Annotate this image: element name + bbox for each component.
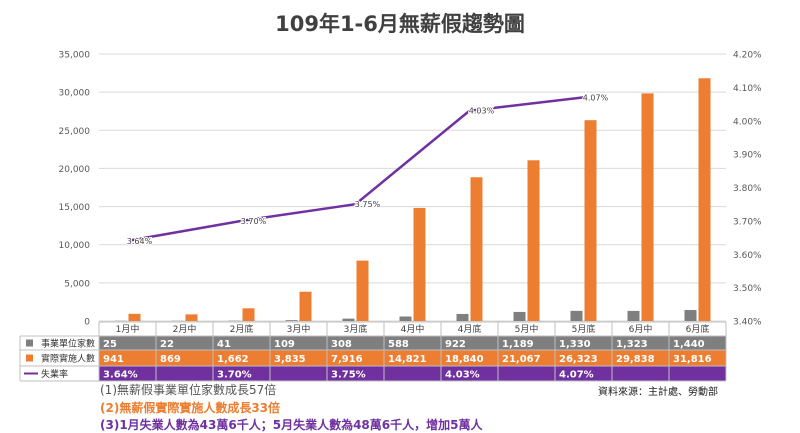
rate-data-label: 3.75% — [355, 200, 381, 209]
y-left-tick-label: 35,000 — [59, 51, 91, 61]
table-row-bg — [99, 366, 726, 381]
note-units-growth: (1)無薪假事業單位家數成長57倍 — [100, 381, 276, 398]
table-cell: 18,840 — [445, 354, 484, 365]
y-left-tick-label: 10,000 — [59, 241, 91, 251]
y-right-tick-label: 3.70% — [733, 217, 762, 227]
legend-key-units — [26, 340, 33, 347]
table-cell: 941 — [103, 354, 124, 365]
bar-units — [514, 312, 526, 321]
table-cell: 3.70% — [217, 370, 252, 381]
table-cell: 308 — [331, 339, 352, 350]
bar-people — [585, 120, 597, 321]
legend-label: 失業率 — [41, 368, 68, 380]
x-tick-label: 6月中 — [629, 323, 653, 335]
bar-people — [186, 314, 198, 321]
x-tick-label: 3月中 — [287, 323, 311, 335]
y-left-tick-label: 5,000 — [64, 279, 90, 289]
y-right-tick-label: 4.00% — [733, 117, 762, 127]
table-cell: 1,330 — [559, 339, 591, 350]
table-cell: 4.07% — [559, 370, 594, 381]
rate-data-label: 3.64% — [127, 237, 153, 246]
x-tick-label: 2月底 — [230, 323, 254, 335]
legend-label: 實際實施人數 — [41, 353, 95, 365]
rate-data-label: 4.07% — [583, 93, 609, 102]
bar-units — [343, 319, 355, 321]
table-cell: 22 — [160, 339, 174, 350]
x-tick-label: 5月中 — [515, 323, 539, 335]
table-cell: 29,838 — [616, 354, 655, 365]
table-cell: 3,835 — [274, 354, 306, 365]
data-source: 資料來源：主計處、勞動部 — [598, 383, 718, 398]
table-cell: 1,440 — [673, 339, 705, 350]
x-tick-label: 6月底 — [686, 323, 710, 335]
legend-key-people — [26, 355, 33, 362]
table-cell: 3.64% — [103, 370, 138, 381]
y-left-tick-label: 15,000 — [59, 203, 91, 213]
rate-data-label: 4.03% — [469, 107, 495, 116]
bar-units — [685, 310, 697, 321]
x-tick-label: 2月中 — [173, 323, 197, 335]
table-cell: 26,323 — [559, 354, 598, 365]
y-right-tick-label: 3.50% — [733, 284, 762, 294]
table-cell: 1,662 — [217, 354, 249, 365]
x-tick-label: 1月中 — [116, 323, 140, 335]
table-cell: 7,916 — [331, 354, 363, 365]
table-cell: 588 — [388, 339, 409, 350]
table-cell: 31,816 — [673, 354, 712, 365]
table-cell: 869 — [160, 354, 181, 365]
note-people-growth: (2)無薪假實際實施人數成長33倍 — [100, 399, 280, 416]
x-tick-label: 4月中 — [401, 323, 425, 335]
table-cell: 922 — [445, 339, 466, 350]
table-cell: 1,323 — [616, 339, 648, 350]
bar-people — [528, 160, 540, 321]
bar-people — [471, 177, 483, 321]
y-right-tick-label: 3.40% — [733, 318, 762, 328]
table-cell: 109 — [274, 339, 295, 350]
bar-units — [628, 311, 640, 321]
bar-people — [699, 78, 711, 321]
bar-units — [286, 320, 298, 321]
bar-people — [414, 208, 426, 321]
bar-units — [457, 314, 469, 321]
table-cell: 1,189 — [502, 339, 534, 350]
table-cell: 3.75% — [331, 370, 366, 381]
bar-units — [571, 311, 583, 321]
y-right-tick-label: 4.10% — [733, 84, 762, 94]
legend-label: 事業單位家數 — [41, 338, 95, 350]
rate-line — [128, 97, 584, 241]
x-tick-label: 3月底 — [344, 323, 368, 335]
bar-people — [642, 93, 654, 321]
y-right-tick-label: 3.60% — [733, 251, 762, 261]
rate-data-label: 3.70% — [241, 217, 267, 226]
table-cell: 4.03% — [445, 370, 480, 381]
y-left-tick-label: 30,000 — [59, 89, 91, 99]
note-unemployment: (3)1月失業人數為43萬6千人；5月失業人數為48萬6千人，增加5萬人 — [100, 416, 482, 433]
table-cell: 14,821 — [388, 354, 427, 365]
table-cell: 21,067 — [502, 354, 541, 365]
y-left-tick-label: 25,000 — [59, 127, 91, 137]
bar-units — [400, 317, 412, 321]
bar-people — [300, 292, 312, 321]
bar-people — [129, 314, 141, 321]
y-left-tick-label: 0 — [84, 318, 90, 328]
y-right-tick-label: 3.90% — [733, 151, 762, 161]
y-right-tick-label: 3.80% — [733, 184, 762, 194]
y-right-tick-label: 4.20% — [733, 51, 762, 61]
table-cell: 41 — [217, 339, 231, 350]
bar-people — [243, 308, 255, 321]
x-tick-label: 4月底 — [458, 323, 482, 335]
bar-people — [357, 261, 369, 321]
x-tick-label: 5月底 — [572, 323, 596, 335]
y-left-tick-label: 20,000 — [59, 165, 91, 175]
table-cell: 25 — [103, 339, 117, 350]
